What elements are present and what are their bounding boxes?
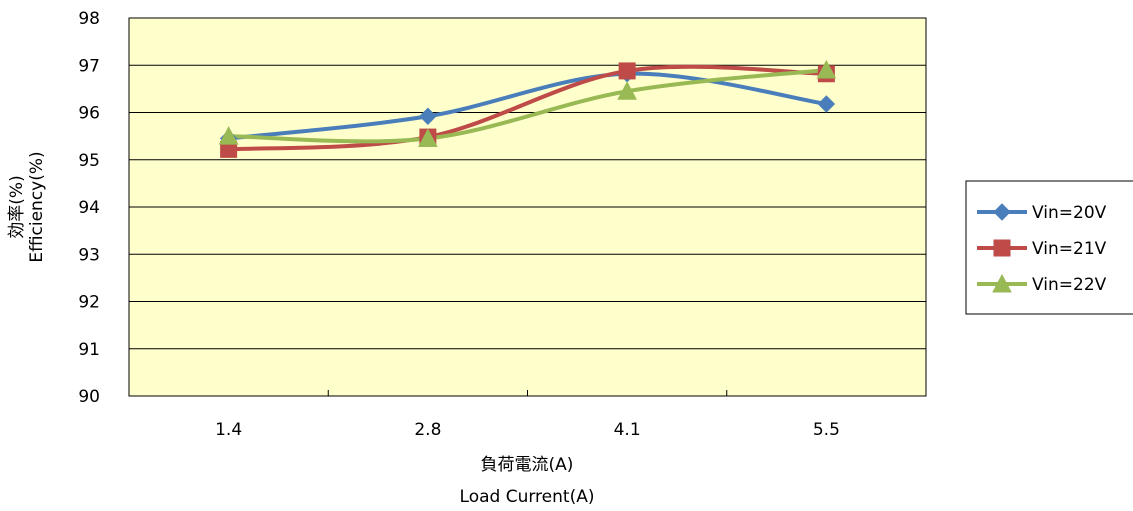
series-line-3 [226, 67, 829, 144]
y-tick-label: 96 [78, 104, 100, 124]
data-point-marker [418, 128, 438, 147]
series-line-2 [226, 64, 829, 152]
y-tick-label: 90 [78, 387, 100, 407]
y-tick-label: 92 [78, 293, 100, 313]
x-axis-title-en: Load Current(A) [460, 487, 595, 507]
y-axis-title-jp: 効率(%) [7, 175, 27, 238]
series-line-1 [226, 71, 829, 141]
gridlines [129, 64, 926, 350]
legend-label: Vin=22V [1032, 275, 1107, 295]
data-point-marker [816, 59, 837, 79]
y-tick-label: 95 [78, 151, 100, 171]
legend: Vin=20V Vin=21V Vin=22V [965, 180, 1133, 315]
x-tick-label: 4.1 [614, 420, 641, 440]
y-tick-label: 97 [78, 56, 100, 76]
legend-label: Vin=21V [1032, 239, 1107, 259]
legend-items: Vin=20V Vin=21V Vin=22V [977, 203, 1107, 295]
legend-marker [993, 239, 1011, 257]
y-axis-tick-labels: 90 91 92 93 94 95 96 97 98 [78, 9, 100, 407]
data-point-marker [218, 126, 239, 145]
data-point-marker [618, 62, 636, 80]
x-tick-label: 2.8 [414, 420, 441, 440]
y-tick-label: 91 [78, 340, 100, 360]
legend-marker [993, 203, 1011, 221]
data-point-marker [617, 81, 637, 100]
x-axis-title-jp: 負荷電流(A) [481, 455, 574, 475]
legend-label: Vin=20V [1032, 203, 1107, 223]
x-tick-label: 1.4 [215, 420, 242, 440]
data-point-marker [419, 107, 437, 125]
y-tick-label: 93 [78, 245, 100, 265]
x-axis-tick-labels: 1.4 2.8 4.1 5.5 [215, 420, 840, 440]
legend-marker [992, 273, 1012, 293]
series-markers [218, 59, 837, 158]
y-tick-label: 94 [78, 198, 100, 218]
series-lines [226, 64, 829, 152]
y-axis-title-en: Efficiency(%) [27, 151, 47, 262]
x-tick-label: 5.5 [813, 420, 840, 440]
x-axis-ticks [327, 390, 728, 396]
y-tick-label: 98 [78, 9, 100, 29]
data-point-marker [817, 95, 836, 113]
